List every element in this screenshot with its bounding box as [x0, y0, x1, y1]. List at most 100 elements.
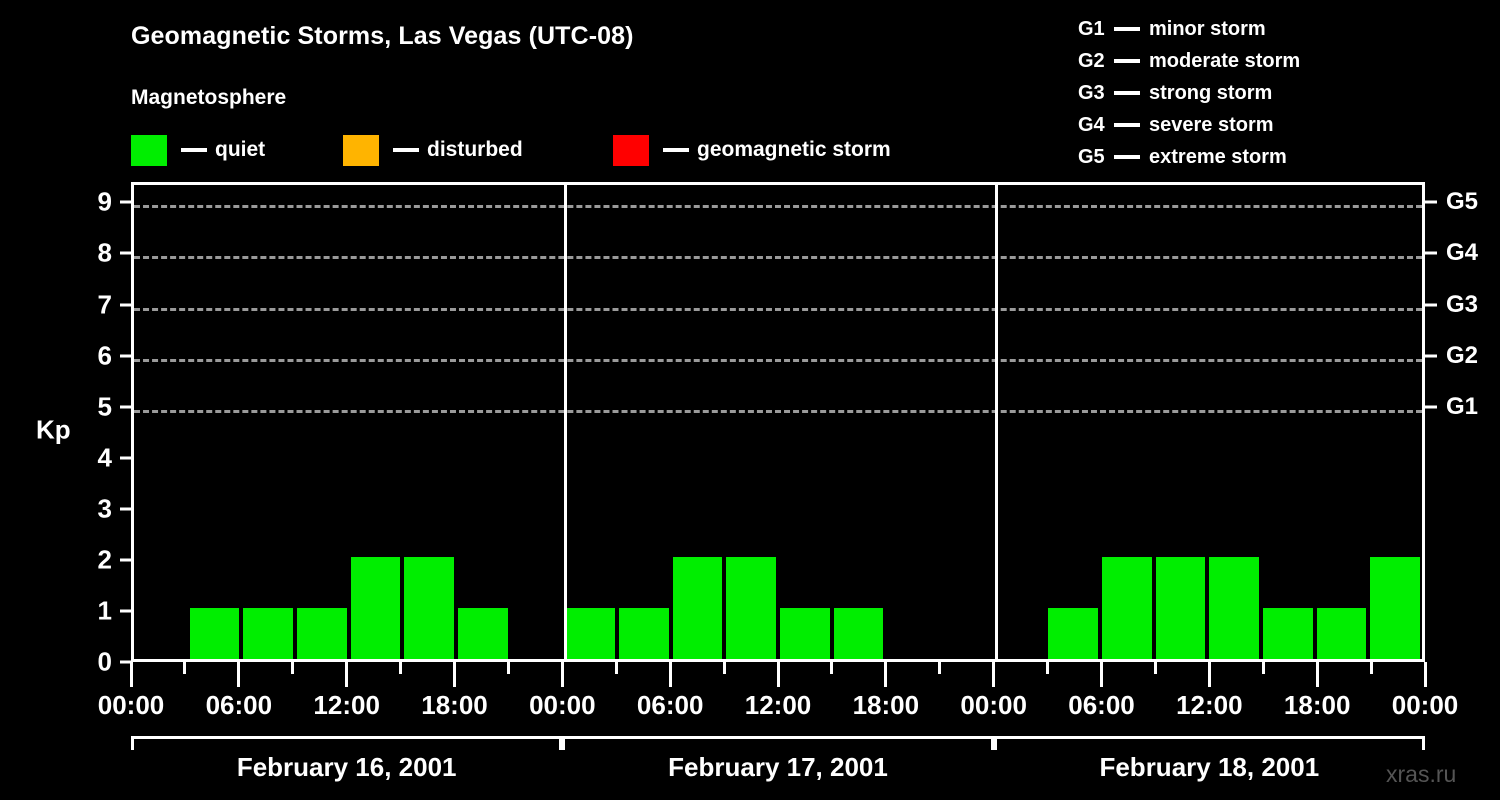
kp-bar[interactable] [1316, 607, 1367, 659]
kp-slot[interactable] [456, 185, 510, 659]
y-axis-tick [120, 303, 131, 307]
g-scale-code: G1 [1078, 17, 1105, 40]
g-axis-tick-label: G1 [1446, 392, 1479, 420]
legend-swatch-storm [613, 134, 649, 166]
y-axis-tick [120, 507, 131, 511]
date-label: February 16, 2001 [236, 752, 457, 782]
g-axis-tick-label: G5 [1446, 188, 1479, 216]
kp-bar[interactable] [297, 607, 347, 659]
x-axis-tick [614, 662, 618, 674]
y-axis-tick [120, 354, 131, 358]
kp-slot[interactable] [671, 185, 725, 659]
x-axis-tick [992, 662, 996, 687]
g-scale-legend: G1 minor storm G2 moderate storm G3 strong st… [1078, 13, 1300, 173]
kp-bar[interactable] [1209, 556, 1260, 659]
x-axis-tick-label: 18:00 [1283, 690, 1351, 720]
gridline [134, 409, 1422, 413]
panel-divider [995, 185, 999, 659]
kp-slot[interactable] [1207, 185, 1261, 659]
kp-bar[interactable] [189, 607, 240, 659]
kp-bar[interactable] [672, 556, 723, 659]
kp-bar[interactable] [1263, 607, 1313, 659]
x-axis-tick [1207, 662, 1211, 687]
kp-slot[interactable] [402, 185, 456, 659]
legend-swatch-disturbed [343, 134, 379, 166]
x-axis-tick-label: 12:00 [1176, 690, 1243, 720]
kp-bar[interactable] [565, 607, 615, 659]
g-scale-label: minor storm [1149, 17, 1266, 40]
kp-slot[interactable] [1046, 185, 1100, 659]
legend-dash-icon [663, 148, 689, 152]
legend-item-label: geomagnetic storm [697, 138, 891, 161]
kp-bar[interactable] [243, 607, 294, 659]
kp-slot[interactable] [1100, 185, 1154, 659]
x-axis-tick-label: 06:00 [205, 690, 273, 720]
g-scale-item: G5 extreme storm [1078, 141, 1300, 173]
y-axis-tick-label: 5 [97, 391, 112, 422]
kp-bar[interactable] [619, 607, 669, 659]
g-axis-tick [1425, 200, 1437, 204]
kp-bar[interactable] [833, 607, 884, 659]
y-axis-tick [120, 456, 131, 460]
g-scale-label: strong storm [1149, 81, 1273, 104]
g-scale-code: G2 [1078, 49, 1105, 72]
legend-dash-icon [393, 148, 419, 152]
x-axis-tick [453, 662, 456, 687]
x-axis-tick-label: 18:00 [421, 690, 488, 720]
g-scale-dash-icon [1114, 123, 1140, 127]
g-axis-tick-label: G2 [1446, 341, 1479, 369]
x-axis-tick [129, 662, 133, 687]
x-axis-tick-label: 00:00 [960, 690, 1027, 720]
date-bracket [131, 736, 563, 750]
kp-slot[interactable] [1315, 185, 1369, 659]
x-axis-tick-label: 12:00 [313, 690, 380, 720]
kp-slot[interactable] [778, 185, 832, 659]
y-axis-tick-label: 6 [97, 340, 112, 371]
kp-bar[interactable] [1102, 556, 1152, 659]
legend-item: quiet [131, 134, 265, 166]
kp-slot[interactable] [349, 185, 403, 659]
x-axis-tick [1315, 662, 1319, 687]
x-axis-tick-label: 00:00 [1391, 690, 1459, 720]
legend-heading: Magnetosphere [131, 86, 287, 109]
x-axis-tick [237, 662, 241, 687]
gridline [134, 307, 1422, 311]
kp-bar[interactable] [350, 556, 401, 659]
kp-slot[interactable] [241, 185, 295, 659]
kp-slot[interactable] [295, 185, 349, 659]
legend-item: disturbed [343, 134, 523, 166]
chart-plot-area [131, 182, 1425, 662]
kp-bar[interactable] [780, 607, 830, 659]
y-axis-tick-label: 2 [97, 544, 112, 575]
kp-bar[interactable] [1370, 556, 1421, 659]
kp-slot[interactable] [1154, 185, 1208, 659]
x-axis-tick [1153, 662, 1157, 674]
kp-slot[interactable] [563, 185, 617, 659]
kp-slot[interactable] [832, 185, 886, 659]
kp-slot[interactable] [1368, 185, 1422, 659]
kp-bar[interactable] [458, 607, 508, 659]
legend-item: geomagnetic storm [613, 134, 891, 166]
y-axis-tick [120, 251, 131, 255]
kp-slot[interactable] [188, 185, 242, 659]
y-axis-tick-label: 0 [97, 646, 112, 677]
kp-bar[interactable] [1155, 556, 1206, 659]
kp-bar[interactable] [1048, 607, 1098, 659]
x-axis-tick [722, 662, 726, 674]
y-axis-tick-label: 3 [97, 493, 112, 524]
kp-slot[interactable] [617, 185, 671, 659]
kp-bar[interactable] [404, 556, 455, 659]
x-axis-tick [668, 662, 672, 687]
g-scale-label: moderate storm [1149, 49, 1301, 72]
g-scale-code: G3 [1078, 81, 1105, 104]
g-scale-code: G4 [1078, 113, 1105, 136]
x-axis-tick [938, 662, 942, 674]
x-axis-tick-label: 06:00 [1068, 690, 1135, 720]
date-label: February 18, 2001 [1099, 752, 1320, 782]
g-axis-tick [1425, 251, 1437, 255]
kp-bar[interactable] [726, 556, 777, 659]
kp-slot[interactable] [1261, 185, 1315, 659]
x-axis-tick-label: 12:00 [744, 690, 812, 720]
g-scale-label: extreme storm [1149, 145, 1287, 168]
kp-slot[interactable] [724, 185, 778, 659]
